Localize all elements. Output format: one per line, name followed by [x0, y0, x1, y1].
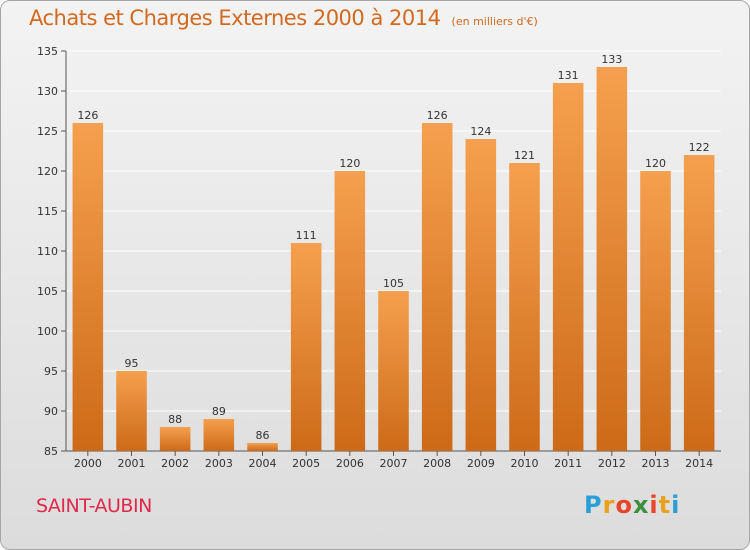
x-tick-label: 2000 — [74, 457, 102, 470]
x-tick-label: 2002 — [161, 457, 189, 470]
chart-subtitle: (en milliers d'€) — [451, 15, 538, 28]
bar-2009 — [465, 139, 497, 451]
data-label-2000: 126 — [77, 109, 98, 122]
data-label-2011: 131 — [558, 69, 579, 82]
logo-letter: t — [658, 491, 672, 519]
x-tick-label: 2004 — [249, 457, 277, 470]
x-tick-label: 2001 — [118, 457, 146, 470]
data-label-2009: 124 — [470, 125, 491, 138]
y-tick-label: 130 — [37, 85, 58, 98]
logo-letter: o — [615, 491, 633, 519]
bars — [72, 67, 715, 451]
data-label-2012: 133 — [601, 53, 622, 66]
x-tick-label: 2005 — [292, 457, 320, 470]
bar-2007 — [378, 291, 409, 451]
bar-2002 — [159, 427, 191, 451]
data-label-2010: 121 — [514, 149, 535, 162]
y-tick-label: 135 — [37, 45, 58, 58]
data-label-2001: 95 — [125, 357, 139, 370]
bar-2008 — [421, 123, 453, 451]
x-tick-label: 2003 — [205, 457, 233, 470]
y-tick-label: 90 — [44, 405, 58, 418]
y-tick-label: 125 — [37, 125, 58, 138]
logo-letter: i — [671, 491, 681, 519]
x-tick-label: 2013 — [642, 457, 670, 470]
x-tick-label: 2014 — [685, 457, 713, 470]
bar-2006 — [334, 171, 366, 451]
bar-2011 — [552, 83, 584, 451]
data-label-2002: 88 — [168, 413, 182, 426]
logo-letter: P — [584, 491, 603, 519]
chart-title: Achats et Charges Externes 2000 à 2014 — [29, 6, 441, 30]
y-tick-label: 115 — [37, 205, 58, 218]
bar-2001 — [116, 371, 147, 451]
data-label-2005: 111 — [296, 229, 317, 242]
x-tick-label: 2007 — [380, 457, 408, 470]
data-label-2006: 120 — [339, 157, 360, 170]
data-label-2003: 89 — [212, 405, 226, 418]
bar-2013 — [640, 171, 671, 451]
y-tick-label: 110 — [37, 245, 58, 258]
bar-2012 — [596, 67, 628, 451]
logo-letter: i — [649, 491, 659, 519]
bar-2003 — [203, 419, 235, 451]
bar-2000 — [72, 123, 104, 451]
data-label-2007: 105 — [383, 277, 404, 290]
logo-letter: r — [602, 491, 616, 519]
commune-name: SAINT-AUBIN — [36, 495, 152, 517]
bar-2005 — [290, 243, 322, 451]
y-tick-label: 95 — [44, 365, 58, 378]
y-tick-label: 100 — [37, 325, 58, 338]
data-label-2014: 122 — [689, 141, 710, 154]
x-tick-label: 2010 — [511, 457, 539, 470]
x-tick-label: 2008 — [423, 457, 451, 470]
y-tick-label: 85 — [44, 445, 58, 458]
bar-2014 — [683, 155, 715, 451]
data-label-2008: 126 — [427, 109, 448, 122]
x-tick-label: 2012 — [598, 457, 626, 470]
title-row: Achats et Charges Externes 2000 à 2014 (… — [29, 6, 538, 30]
bar-2010 — [509, 163, 540, 451]
y-tick-label: 105 — [37, 285, 58, 298]
x-tick-label: 2009 — [467, 457, 495, 470]
bar-2004 — [247, 443, 278, 451]
labels: 85 90 95 100 105 110 115 120 125 130 135 126 2000 95 2… — [37, 45, 713, 470]
x-tick-label: 2011 — [554, 457, 582, 470]
data-label-2004: 86 — [256, 429, 270, 442]
data-label-2013: 120 — [645, 157, 666, 170]
proxiti-logo: Proxiti — [584, 491, 680, 519]
logo-letter: x — [632, 491, 650, 519]
y-tick-label: 120 — [37, 165, 58, 178]
x-tick-label: 2006 — [336, 457, 364, 470]
